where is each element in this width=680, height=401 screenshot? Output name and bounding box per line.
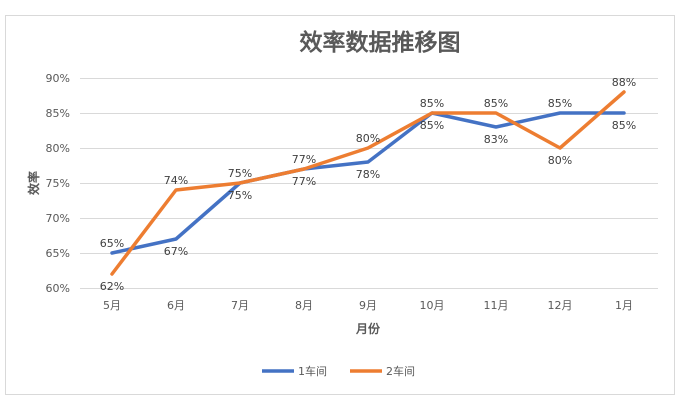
- data-label: 67%: [164, 245, 188, 258]
- data-label: 85%: [420, 119, 444, 132]
- x-tick-label: 5月: [103, 299, 121, 312]
- data-label: 74%: [164, 174, 188, 187]
- data-label: 80%: [548, 154, 572, 167]
- data-label: 85%: [548, 97, 572, 110]
- x-tick-label: 1月: [615, 299, 633, 312]
- x-tick-label: 12月: [548, 299, 573, 312]
- x-tick-label: 11月: [484, 299, 509, 312]
- data-label: 77%: [292, 153, 316, 166]
- data-label: 77%: [292, 175, 316, 188]
- y-tick-label: 90%: [46, 72, 70, 85]
- y-tick-label: 80%: [46, 142, 70, 155]
- y-axis-label: 效率: [26, 171, 41, 195]
- legend-label: 1车间: [298, 364, 327, 378]
- series-line-1: [110, 111, 626, 255]
- data-label: 85%: [612, 119, 636, 132]
- data-label: 75%: [228, 189, 252, 202]
- data-label: 85%: [420, 97, 444, 110]
- x-tick-label: 8月: [295, 299, 313, 312]
- data-label: 78%: [356, 168, 380, 181]
- series-line-2: [110, 90, 626, 276]
- x-tick-label: 10月: [420, 299, 445, 312]
- legend-label: 2车间: [386, 364, 415, 378]
- chart-border: [5, 15, 675, 395]
- x-tick-label: 6月: [167, 299, 185, 312]
- y-tick-label: 85%: [46, 107, 70, 120]
- y-tick-label: 70%: [46, 212, 70, 225]
- data-label: 83%: [484, 133, 508, 146]
- data-label: 75%: [228, 167, 252, 180]
- x-axis-label: 月份: [355, 321, 381, 336]
- y-tick-label: 60%: [46, 282, 70, 295]
- data-label: 80%: [356, 132, 380, 145]
- data-label: 65%: [100, 237, 124, 250]
- x-tick-label: 7月: [231, 299, 249, 312]
- y-tick-label: 75%: [46, 177, 70, 190]
- x-tick-label: 9月: [359, 299, 377, 312]
- data-label: 62%: [100, 280, 124, 293]
- chart-title: 效率数据推移图: [300, 29, 461, 56]
- y-tick-label: 65%: [46, 247, 70, 260]
- data-label: 88%: [612, 76, 636, 89]
- data-label: 85%: [484, 97, 508, 110]
